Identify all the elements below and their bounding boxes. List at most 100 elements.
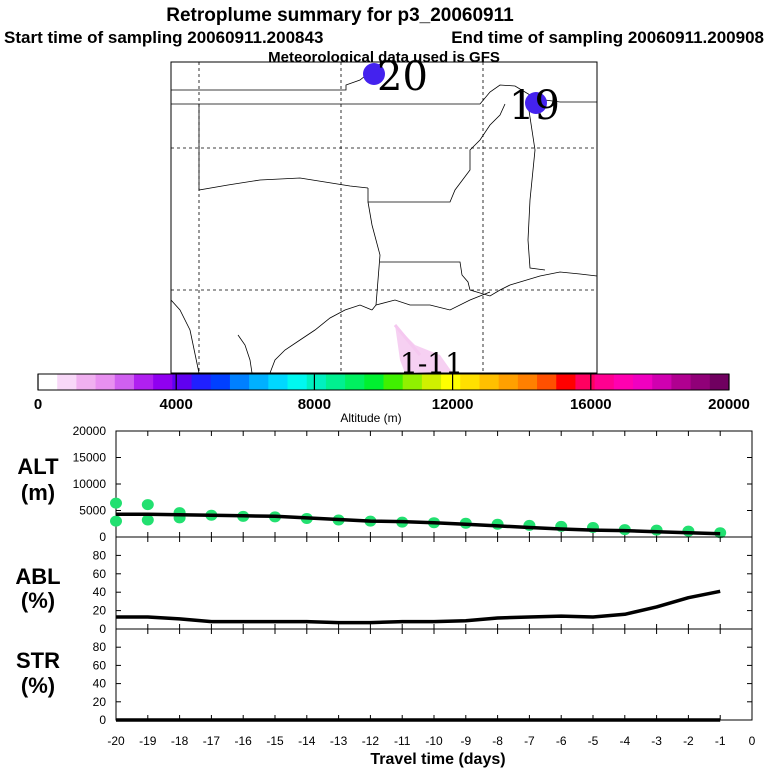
time-series-panels: 05000100001500020000ALT(m)020406080ABL(%… xyxy=(15,424,755,748)
map-marker-20 xyxy=(363,63,385,85)
colorbar-swatch xyxy=(268,374,289,390)
colorbar-swatch xyxy=(76,374,97,390)
colorbar-swatch xyxy=(460,374,480,390)
x-tick-label: -16 xyxy=(235,734,253,748)
x-tick-label: -12 xyxy=(362,734,380,748)
x-tick-label: -7 xyxy=(524,734,535,748)
y-tick-label: 0 xyxy=(99,622,106,636)
figure-title: Retroplume summary for p3_20060911 xyxy=(166,5,514,26)
x-tick-label: 0 xyxy=(749,734,756,748)
panel-label: (m) xyxy=(21,480,55,505)
colorbar-swatch xyxy=(364,374,384,390)
colorbar-tick-label: 4000 xyxy=(160,396,193,413)
panel-label: ABL xyxy=(15,564,60,589)
colorbar-swatch xyxy=(613,374,634,390)
colorbar-swatch xyxy=(172,374,193,390)
altitude-point xyxy=(110,515,122,527)
y-tick-label: 20 xyxy=(93,695,107,709)
x-tick-label: -4 xyxy=(619,734,630,748)
colorbar-swatch xyxy=(421,374,442,390)
colorbar-swatch xyxy=(38,374,58,390)
colorbar-swatch xyxy=(191,374,212,390)
x-tick-label: -15 xyxy=(266,734,284,748)
colorbar-tick-label: 20000 xyxy=(708,396,750,413)
y-tick-label: 40 xyxy=(93,677,107,691)
x-tick-label: -10 xyxy=(425,734,443,748)
colorbar-swatch xyxy=(594,374,615,390)
panel-frame xyxy=(115,536,753,630)
y-tick-label: 60 xyxy=(93,567,107,581)
x-tick-label: -17 xyxy=(203,734,221,748)
x-tick-label: -18 xyxy=(171,734,189,748)
release-plume xyxy=(393,324,452,373)
x-tick-label: -20 xyxy=(107,734,125,748)
colorbar-swatch xyxy=(210,374,231,390)
colorbar-swatch xyxy=(345,374,365,390)
colorbar-swatch xyxy=(652,374,672,390)
y-tick-label: 40 xyxy=(93,585,107,599)
colorbar-swatch xyxy=(402,374,423,390)
colorbar-swatch xyxy=(671,374,692,390)
map-boundaries xyxy=(170,61,598,374)
colorbar-swatch xyxy=(57,374,77,390)
colorbar-tick-label: 0 xyxy=(34,396,42,413)
plume-streak xyxy=(393,324,422,356)
map-panel: 20 19 1-11 xyxy=(170,54,598,380)
altitude-colorbar: 0 4000 8000 12000 16000 20000 xyxy=(34,373,750,413)
y-tick-label: 80 xyxy=(93,640,107,654)
colorbar-title: Altitude (m) xyxy=(340,411,401,425)
colorbar-swatch xyxy=(690,374,711,390)
colorbar-swatch xyxy=(249,374,269,390)
map-marker-19-label: 19 xyxy=(509,83,560,129)
colorbar-swatch xyxy=(498,374,519,390)
panel-label: (%) xyxy=(21,673,55,698)
x-tick-label: -5 xyxy=(588,734,599,748)
map-frame xyxy=(170,61,598,374)
x-tick-label: -13 xyxy=(330,734,348,748)
y-tick-label: 20000 xyxy=(73,424,107,438)
colorbar-swatch xyxy=(287,374,308,390)
colorbar-swatch xyxy=(479,374,500,390)
colorbar-swatch xyxy=(114,374,135,390)
altitude-point xyxy=(141,514,154,526)
y-tick-label: 60 xyxy=(93,658,107,672)
altitude-point xyxy=(110,497,122,509)
x-tick-label: -6 xyxy=(556,734,567,748)
series-line-abl xyxy=(116,589,721,625)
colorbar-swatch xyxy=(537,374,557,390)
colorbar-swatch xyxy=(133,374,154,390)
x-tick-label: -9 xyxy=(460,734,471,748)
x-tick-label: -3 xyxy=(651,734,662,748)
panel-abl: 0 20 40 60 80 ABL(%) xyxy=(15,536,753,636)
map-marker-19 xyxy=(525,92,547,114)
x-tick-label: -14 xyxy=(298,734,316,748)
y-tick-label: 80 xyxy=(93,548,107,562)
colorbar-swatch xyxy=(306,374,327,390)
map-marker-20-label: 20 xyxy=(377,54,428,100)
map-graticule xyxy=(171,62,597,373)
panel-alt: 0 5000 10000 15000 20000 ALT(m) xyxy=(17,424,753,544)
panel-label: STR xyxy=(16,648,60,673)
x-tick-label: -19 xyxy=(139,734,157,748)
y-tick-label: 0 xyxy=(99,530,106,544)
y-tick-label: 5000 xyxy=(79,504,106,518)
y-tick-label: 0 xyxy=(99,713,106,727)
colorbar-swatch xyxy=(153,374,173,390)
x-tick-label: -8 xyxy=(492,734,503,748)
colorbar-swatch xyxy=(95,374,116,390)
panel-frame xyxy=(115,628,753,721)
colorbar-swatch xyxy=(325,374,346,390)
x-axis-title: Travel time (days) xyxy=(370,751,505,768)
colorbar-tick-label: 16000 xyxy=(570,396,612,413)
panel-label: ALT xyxy=(17,454,59,479)
x-tick-label: -11 xyxy=(394,734,411,748)
colorbar-swatch xyxy=(517,374,538,390)
y-tick-label: 15000 xyxy=(73,451,107,465)
altitude-point xyxy=(141,499,154,511)
panel-label: (%) xyxy=(21,588,55,613)
colorbar-swatch xyxy=(575,374,596,390)
colorbar-swatch xyxy=(709,374,730,390)
x-tick-label: -2 xyxy=(683,734,694,748)
colorbar-swatch xyxy=(633,374,653,390)
